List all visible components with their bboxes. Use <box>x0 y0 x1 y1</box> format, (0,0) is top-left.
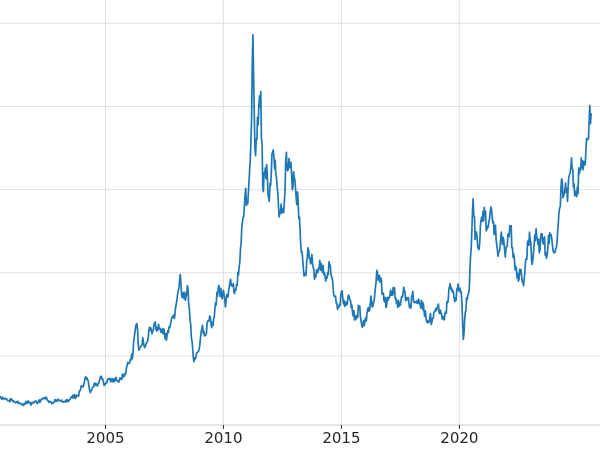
x-axis-labels: 2005 2010 2015 2020 <box>86 429 478 447</box>
x-tick-label-2015: 2015 <box>322 429 360 447</box>
price-series-line <box>0 34 592 407</box>
x-tick-label-2005: 2005 <box>86 429 124 447</box>
x-tick-label-2010: 2010 <box>204 429 242 447</box>
grid-layer <box>0 0 600 425</box>
x-tick-label-2020: 2020 <box>440 429 478 447</box>
x-axis <box>0 424 600 429</box>
series-line-layer <box>0 34 592 407</box>
